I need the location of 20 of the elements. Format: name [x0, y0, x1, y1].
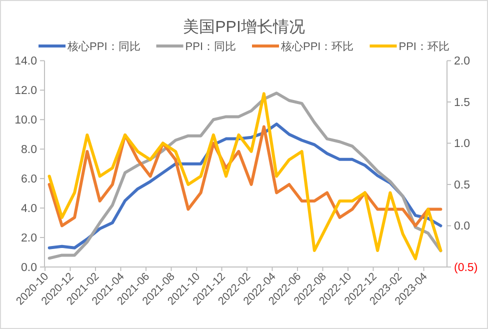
- legend-label: 核心PPI：环比: [280, 40, 354, 53]
- y-tick-label: 10.0: [14, 114, 37, 127]
- y-tick-label: 12.0: [14, 85, 37, 98]
- y2-tick-label: 0.0: [454, 220, 470, 233]
- y2-tick-label: 0.5: [454, 179, 470, 192]
- chart-title: 美国PPI增长情况: [183, 18, 305, 36]
- y-tick-label: 8.0: [21, 144, 37, 156]
- y-tick-label: 0.0: [21, 262, 37, 274]
- y2-tick-label: 2.0: [454, 56, 470, 68]
- legend-label: 核心PPI：同比: [66, 40, 140, 53]
- legend-label: PPI：同比: [185, 40, 236, 53]
- y-tick-label: 14.0: [14, 56, 37, 68]
- y2-tick-label: 1.5: [454, 96, 470, 109]
- y-tick-label: 4.0: [21, 203, 37, 216]
- y2-tick-label: (0.5): [454, 262, 478, 274]
- y-tick-label: 2.0: [21, 232, 37, 245]
- y-tick-label: 6.0: [21, 174, 37, 186]
- legend-label: PPI：环比: [398, 40, 450, 53]
- y2-tick-label: 1.0: [454, 138, 470, 150]
- line-series: [48, 125, 442, 228]
